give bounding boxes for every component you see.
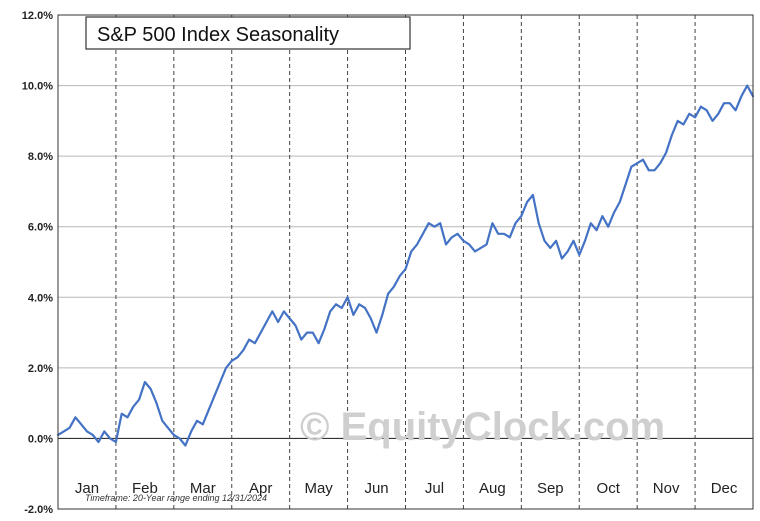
- x-tick-label-dec: Dec: [711, 480, 738, 497]
- x-tick-label-oct: Oct: [597, 480, 621, 497]
- y-tick-label: 8.0%: [28, 151, 53, 163]
- y-tick-label: -2.0%: [24, 504, 53, 516]
- y-tick-label: 4.0%: [28, 292, 53, 304]
- grid-lines: [58, 14, 753, 510]
- x-tick-label-aug: Aug: [479, 480, 506, 497]
- x-tick-label-jan: Jan: [75, 480, 99, 497]
- x-tick-label-sep: Sep: [537, 480, 564, 497]
- x-tick-label-apr: Apr: [249, 480, 272, 497]
- series-line-sp500: [56, 84, 755, 447]
- x-tick-label-nov: Nov: [653, 480, 680, 497]
- y-tick-label: 0.0%: [28, 433, 53, 445]
- y-tick-label: 2.0%: [28, 363, 53, 375]
- plot-area-frame: [57, 14, 754, 510]
- y-tick-label: 12.0%: [22, 10, 53, 22]
- watermark: © EquityClock.com: [300, 405, 665, 449]
- y-tick-label: 10.0%: [22, 81, 53, 93]
- x-tick-label-feb: Feb: [132, 480, 158, 497]
- x-tick-label-jul: Jul: [425, 480, 444, 497]
- x-tick-label-mar: Mar: [190, 480, 216, 497]
- y-axis-ticks: 12.0% 10.0% 8.0% 6.0% 4.0% 2.0% 0.0% -2.0%: [22, 10, 53, 516]
- y-tick-label: 6.0%: [28, 222, 53, 234]
- timeframe-footnote: Timeframe: 20-Year range ending 12/31/20…: [85, 493, 267, 503]
- x-axis-ticks: Jan Feb Mar Apr May Jun Jul Aug Sep Oct Nov Dec: [75, 480, 738, 497]
- chart-title-box: S&P 500 Index Seasonality: [85, 16, 411, 50]
- x-tick-label-jun: Jun: [364, 480, 388, 497]
- chart-title: S&P 500 Index Seasonality: [97, 24, 339, 46]
- x-tick-label-may: May: [304, 480, 333, 497]
